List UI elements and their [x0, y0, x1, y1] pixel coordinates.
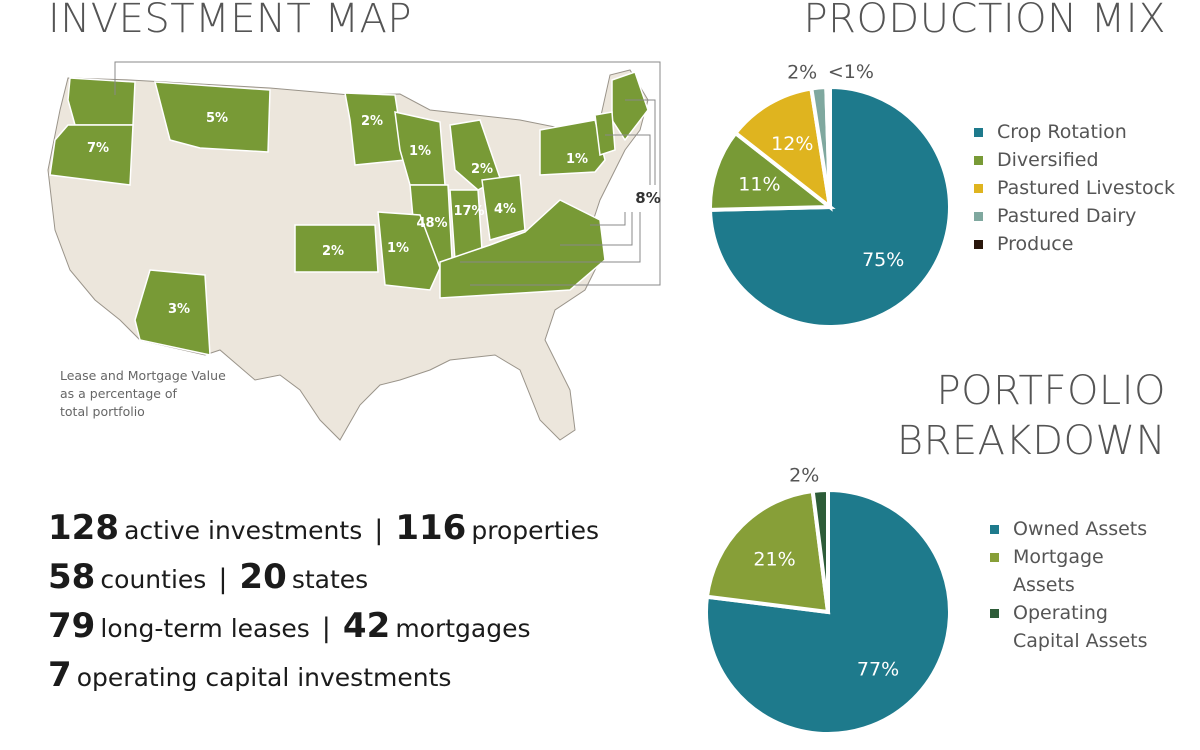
- chart-title: PORTFOLIO BREAKDOWN: [896, 368, 1166, 464]
- stat-number: 20: [239, 557, 287, 597]
- stat-text: states: [291, 565, 369, 594]
- legend-item: Pastured Livestock: [974, 174, 1175, 202]
- map-label: 5%: [206, 111, 228, 126]
- legend-label: Owned Assets: [1013, 518, 1148, 540]
- stat-number: 128: [48, 508, 119, 548]
- pie-chart: 75% 11% 12% 2% <1%: [707, 61, 952, 329]
- value-label: <1%: [828, 61, 874, 83]
- stat-text: properties: [471, 516, 599, 545]
- stat-number: 79: [48, 606, 96, 646]
- pie-slice: [824, 84, 832, 208]
- map-label: 17%: [453, 204, 484, 219]
- legend-item: Crop Rotation: [974, 118, 1175, 146]
- value-label: 21%: [753, 549, 795, 571]
- legend-label: Pastured Livestock: [997, 177, 1176, 199]
- map-title: INVESTMENT MAP: [48, 0, 413, 42]
- pie-slice: [732, 86, 833, 212]
- legend: Owned Assets Mortgage Assets Operating Cap…: [990, 515, 1170, 655]
- stat-text: counties: [100, 565, 207, 594]
- stats-line: 58 counties | 20 states: [48, 557, 599, 606]
- value-label: 12%: [771, 133, 813, 155]
- map-label: 1%: [409, 144, 431, 159]
- legend: Crop Rotation Diversified Pastured Livesto…: [974, 118, 1175, 258]
- pie-chart: 77% 21% 2%: [704, 464, 952, 736]
- stats-line: 7 operating capital investments: [48, 655, 599, 704]
- chart-title: PRODUCTION MIX: [803, 0, 1166, 42]
- map: Lease and Mortgage Value as a percentage …: [47, 61, 661, 441]
- stat-number: 7: [48, 655, 72, 695]
- legend-swatch: [974, 212, 983, 221]
- legend-label: Mortgage Assets: [1013, 546, 1104, 596]
- map-caption: Lease and Mortgage Value as a percentage …: [60, 368, 226, 419]
- map-label: 1%: [387, 241, 409, 256]
- legend-swatch: [974, 156, 983, 165]
- leader-lines: [114, 61, 661, 286]
- value-label: 2%: [789, 464, 819, 486]
- legend-swatch: [990, 525, 999, 534]
- stats: 128 active investments | 116 properties 58 …: [48, 508, 599, 704]
- stat-text: long-term leases: [100, 614, 310, 643]
- pie-slice: [704, 488, 831, 615]
- map-label: 2%: [361, 114, 383, 129]
- legend-item: Operating Capital Assets: [990, 599, 1170, 655]
- value-label: 75%: [862, 249, 904, 271]
- map-label: 8%: [635, 189, 660, 207]
- separator: |: [374, 515, 384, 546]
- map-label: 1%: [566, 152, 588, 167]
- invested-states: [49, 71, 649, 356]
- legend-label: Diversified: [997, 149, 1099, 171]
- stats-line: 128 active investments | 116 properties: [48, 508, 599, 557]
- legend-label: Operating Capital Assets: [1013, 602, 1148, 652]
- stat-text: mortgages: [395, 614, 531, 643]
- legend-label: Pastured Dairy: [997, 205, 1137, 227]
- map-label: 48%: [416, 216, 447, 231]
- stat-number: 42: [342, 606, 391, 646]
- pie-slice: [810, 487, 830, 613]
- pie-slice: [708, 130, 836, 212]
- legend-label: Produce: [997, 233, 1074, 255]
- stat-number: 116: [395, 508, 467, 548]
- legend-item: Produce: [974, 230, 1175, 258]
- legend-item: Diversified: [974, 146, 1175, 174]
- legend-item: Mortgage Assets: [990, 543, 1170, 599]
- value-label: 11%: [738, 174, 780, 196]
- map-label: 3%: [168, 302, 190, 317]
- map-label: 2%: [471, 162, 493, 177]
- legend-swatch: [974, 184, 983, 193]
- legend-swatch: [990, 609, 999, 618]
- value-label: 77%: [857, 659, 899, 681]
- stat-text: active investments: [124, 516, 363, 545]
- stat-text: operating capital investments: [76, 663, 452, 692]
- map-label: 2%: [322, 244, 344, 259]
- map-label: 4%: [494, 202, 516, 217]
- legend-item: Owned Assets: [990, 515, 1170, 543]
- legend-swatch: [974, 240, 983, 249]
- separator: |: [321, 613, 331, 644]
- stat-number: 58: [48, 557, 96, 597]
- legend-label: Crop Rotation: [997, 121, 1127, 143]
- stats-line: 79 long-term leases | 42 mortgages: [48, 606, 599, 655]
- value-label: 2%: [787, 62, 817, 84]
- legend-swatch: [974, 128, 983, 137]
- map-label: 7%: [87, 141, 109, 156]
- separator: |: [218, 564, 228, 595]
- legend-swatch: [990, 553, 999, 562]
- legend-item: Pastured Dairy: [974, 202, 1175, 230]
